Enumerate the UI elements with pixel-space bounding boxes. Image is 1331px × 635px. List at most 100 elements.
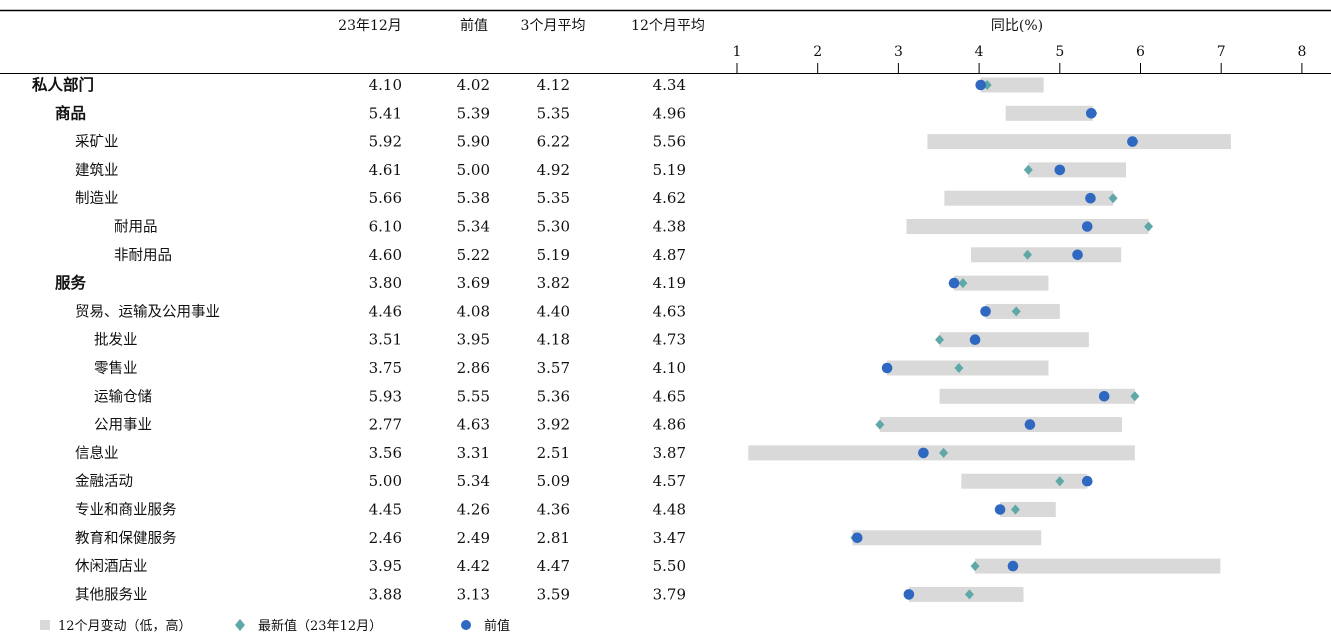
row-value-v3: 5.36: [537, 387, 570, 405]
row-label: 制造业: [75, 190, 119, 207]
row-value-v2: 2.86: [457, 359, 490, 377]
row-value-v1: 3.80: [369, 274, 402, 292]
table-row: 建筑业 4.61 5.00 4.92 5.19: [75, 161, 1126, 179]
header-col-current: 23年12月: [338, 18, 402, 34]
latest-marker: [954, 363, 964, 373]
range-bar: [852, 530, 1042, 546]
row-value-v1: 5.92: [369, 133, 402, 151]
row-value-v2: 5.34: [457, 218, 490, 236]
x-tick-label: 4: [975, 44, 984, 60]
legend-range-swatch: [40, 620, 50, 630]
latest-marker: [1144, 221, 1154, 232]
row-value-v1: 6.10: [369, 218, 402, 236]
row-value-v3: 4.47: [537, 557, 570, 575]
row-value-v1: 5.00: [369, 472, 402, 490]
table-row: 公用事业 2.77 4.63 3.92 4.86: [94, 416, 1122, 434]
row-value-v2: 5.39: [457, 104, 490, 122]
table-row: 教育和保健服务 2.46 2.49 2.81 3.47: [75, 529, 1042, 547]
row-value-v3: 3.57: [537, 359, 570, 377]
prev-marker: [918, 447, 929, 459]
table-row: 批发业 3.51 3.95 4.18 4.73: [94, 331, 1089, 349]
row-value-v1: 4.61: [369, 161, 402, 179]
legend-latest-label: 最新值（23年12月）: [258, 618, 382, 634]
prev-marker: [994, 504, 1006, 515]
prev-marker: [1127, 136, 1138, 147]
table-rows: 私人部门 4.10 4.02 4.12 4.34 商品 5.41 5.39 5.35 4.96 采矿…: [32, 75, 1231, 603]
row-label: 私人部门: [32, 75, 94, 94]
row-value-v3: 5.35: [537, 104, 570, 122]
row-value-v2: 3.31: [457, 444, 490, 462]
row-label: 金融活动: [75, 473, 133, 490]
prev-marker: [948, 277, 960, 289]
row-value-v3: 4.40: [537, 302, 570, 320]
row-value-v1: 2.46: [369, 529, 402, 547]
chart-title: 同比(%): [991, 18, 1043, 34]
x-axis: 1 2 3 4 5 6 7 8: [733, 44, 1306, 73]
legend-range-label: 12个月变动（低，高）: [58, 618, 192, 634]
row-value-v4: 3.79: [653, 585, 686, 603]
row-value-v4: 4.73: [653, 331, 686, 349]
row-label: 零售业: [94, 360, 138, 377]
row-value-v3: 4.12: [537, 76, 570, 94]
row-value-v3: 3.59: [537, 585, 570, 603]
row-value-v3: 3.82: [537, 274, 570, 292]
row-value-v1: 2.77: [369, 416, 402, 434]
row-value-v3: 5.09: [537, 472, 570, 490]
table-row: 采矿业 5.92 5.90 6.22 5.56: [75, 133, 1231, 151]
row-value-v4: 4.87: [653, 246, 686, 264]
row-value-v4: 4.48: [653, 501, 686, 519]
prev-marker: [1085, 108, 1097, 119]
row-value-v1: 4.46: [369, 302, 402, 320]
table-row: 制造业 5.66 5.38 5.35 4.62: [75, 189, 1118, 207]
row-value-v4: 4.65: [653, 387, 686, 405]
range-bar: [980, 77, 1044, 93]
row-value-v4: 4.63: [653, 302, 686, 320]
row-value-v2: 5.00: [457, 161, 490, 179]
x-tick-label: 8: [1297, 44, 1306, 60]
row-value-v2: 3.13: [457, 585, 490, 603]
legend-prev-swatch: [461, 620, 471, 630]
prev-marker: [903, 589, 915, 600]
x-tick-label: 1: [733, 44, 742, 60]
range-bar: [906, 219, 1149, 234]
latest-marker: [1010, 504, 1020, 515]
row-value-v4: 4.86: [653, 416, 686, 434]
row-value-v1: 4.45: [369, 501, 402, 519]
row-value-v2: 4.26: [457, 501, 490, 519]
prev-marker: [1085, 192, 1096, 204]
range-bar: [1000, 502, 1056, 517]
latest-marker: [1023, 164, 1033, 175]
row-value-v2: 3.95: [457, 331, 490, 349]
header-col-prev: 前值: [460, 17, 488, 34]
row-label: 非耐用品: [114, 247, 172, 264]
range-bar: [887, 360, 1049, 376]
row-value-v3: 6.22: [537, 133, 570, 151]
row-label: 批发业: [94, 332, 138, 349]
latest-marker: [1011, 306, 1021, 317]
row-label: 休闲酒店业: [75, 558, 148, 575]
row-label: 其他服务业: [75, 586, 148, 603]
table-row: 非耐用品 4.60 5.22 5.19 4.87: [114, 246, 1122, 264]
prev-marker: [1054, 164, 1066, 176]
latest-marker: [1130, 391, 1140, 402]
latest-marker: [935, 334, 945, 345]
row-value-v3: 5.35: [537, 189, 570, 207]
row-value-v3: 3.92: [537, 416, 570, 434]
prev-marker: [1081, 221, 1093, 232]
row-value-v4: 4.38: [653, 218, 686, 236]
range-bar: [939, 388, 1135, 404]
row-value-v2: 2.49: [457, 529, 490, 547]
latest-marker: [1055, 476, 1065, 487]
table-row: 专业和商业服务 4.45 4.26 4.36 4.48: [75, 501, 1056, 519]
latest-marker: [964, 589, 974, 600]
row-value-v3: 4.92: [537, 161, 570, 179]
row-label: 采矿业: [75, 134, 119, 151]
range-bar: [879, 417, 1122, 433]
table-row: 服务 3.80 3.69 3.82 4.19: [55, 273, 1049, 292]
range-bar: [939, 332, 1089, 348]
table-row: 其他服务业 3.88 3.13 3.59 3.79: [75, 585, 1024, 603]
latest-marker: [1023, 249, 1033, 260]
row-value-v2: 5.90: [457, 133, 490, 151]
range-bar: [944, 190, 1114, 206]
